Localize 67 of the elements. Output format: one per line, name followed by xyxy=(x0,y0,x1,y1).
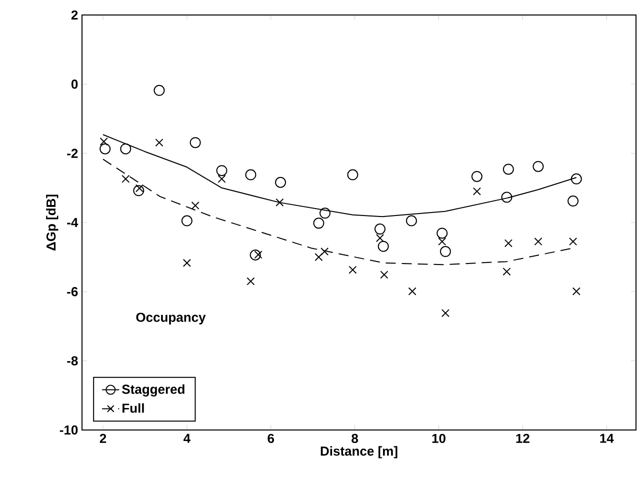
x-tick-label: 14 xyxy=(600,434,614,443)
x-tick-label: 10 xyxy=(432,434,446,444)
legend-label: Staggered xyxy=(122,384,184,397)
point xyxy=(569,237,578,246)
legend-label: Full xyxy=(122,403,144,413)
point xyxy=(216,165,228,176)
y-tick-label: -10 xyxy=(60,425,78,435)
point xyxy=(348,266,357,274)
point xyxy=(568,196,579,207)
x-tick-label: 6 xyxy=(268,434,274,444)
point xyxy=(320,248,329,256)
point xyxy=(276,198,284,206)
point xyxy=(378,240,389,252)
x-tick-label: 2 xyxy=(100,434,106,443)
x-tick-label: 4 xyxy=(184,434,190,443)
x-axis-title: Distance [m] xyxy=(320,446,398,458)
point xyxy=(534,237,542,246)
point xyxy=(313,218,324,229)
y-axis-title: ΔGp [dB] xyxy=(46,194,58,250)
point xyxy=(122,174,130,183)
point xyxy=(155,138,164,147)
legend-title: Occupancy xyxy=(136,312,206,324)
point xyxy=(440,246,451,258)
point xyxy=(314,253,323,262)
point xyxy=(100,138,108,146)
point xyxy=(191,202,200,210)
y-tick-label: 0 xyxy=(71,80,78,89)
point xyxy=(501,192,512,203)
point xyxy=(120,143,132,154)
point xyxy=(133,185,144,196)
point xyxy=(502,268,511,276)
point xyxy=(502,164,514,175)
point xyxy=(436,228,448,239)
point xyxy=(154,84,165,96)
y-tick-label: -4 xyxy=(67,218,78,227)
point xyxy=(408,287,416,296)
y-tick-label: 2 xyxy=(71,10,78,20)
x-tick-label: 12 xyxy=(516,434,530,443)
point xyxy=(182,258,191,267)
point xyxy=(572,287,580,296)
point xyxy=(532,160,544,172)
point xyxy=(380,270,388,279)
point xyxy=(245,169,256,180)
point xyxy=(254,250,262,259)
point xyxy=(320,208,331,219)
point xyxy=(275,176,286,188)
point xyxy=(504,239,512,248)
point xyxy=(181,215,192,226)
point xyxy=(374,224,386,235)
point xyxy=(190,137,201,148)
x-tick-label: 8 xyxy=(352,434,358,444)
point xyxy=(570,173,582,184)
y-tick-label: -6 xyxy=(67,287,78,296)
point xyxy=(135,184,144,192)
point xyxy=(406,215,417,226)
point xyxy=(438,237,446,246)
point xyxy=(441,309,450,318)
point xyxy=(472,187,481,196)
point xyxy=(218,174,226,183)
y-tick-label: -2 xyxy=(67,148,78,158)
point xyxy=(246,277,255,286)
point xyxy=(347,169,358,180)
point xyxy=(471,170,482,182)
y-tick-label: -8 xyxy=(67,356,78,366)
point xyxy=(376,234,384,242)
point xyxy=(250,250,261,260)
point xyxy=(100,143,111,154)
